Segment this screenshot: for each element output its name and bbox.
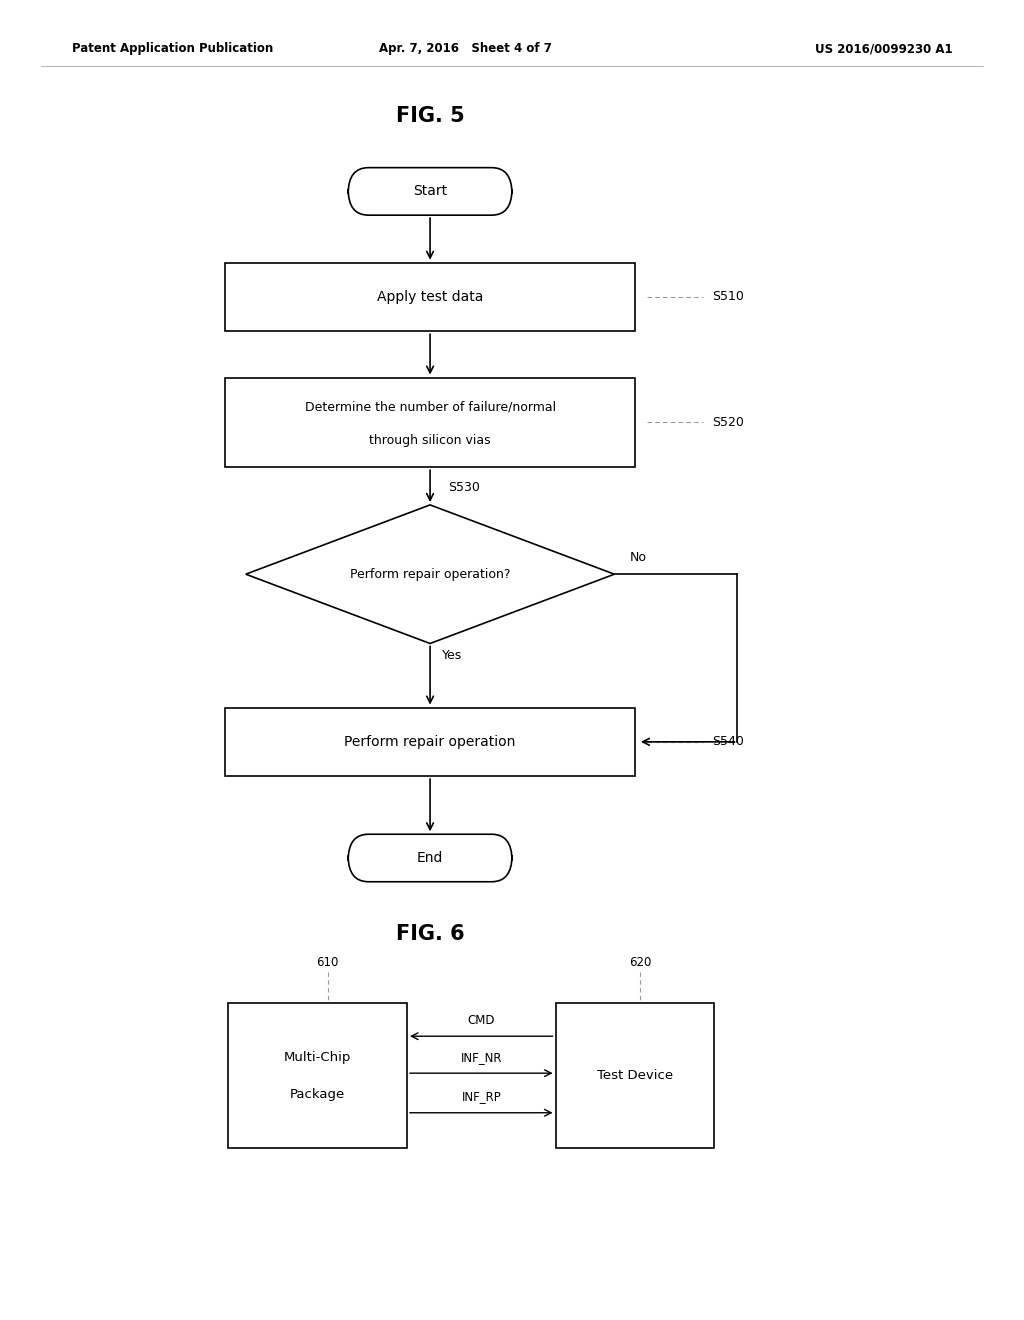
Text: FIG. 6: FIG. 6 xyxy=(395,924,465,944)
Text: INF_NR: INF_NR xyxy=(461,1051,502,1064)
Text: INF_RP: INF_RP xyxy=(462,1090,501,1104)
Text: S530: S530 xyxy=(449,482,480,495)
Text: S540: S540 xyxy=(712,735,743,748)
FancyBboxPatch shape xyxy=(348,168,512,215)
Text: Test Device: Test Device xyxy=(597,1069,673,1082)
Text: Determine the number of failure/normal: Determine the number of failure/normal xyxy=(304,400,556,413)
Text: End: End xyxy=(417,851,443,865)
Text: Apr. 7, 2016   Sheet 4 of 7: Apr. 7, 2016 Sheet 4 of 7 xyxy=(380,42,552,55)
Text: CMD: CMD xyxy=(468,1014,495,1027)
Bar xyxy=(225,708,635,776)
Polygon shape xyxy=(246,506,614,644)
Bar xyxy=(225,263,635,331)
Text: 610: 610 xyxy=(316,956,339,969)
Text: Apply test data: Apply test data xyxy=(377,290,483,304)
Bar xyxy=(227,1003,407,1148)
Text: Start: Start xyxy=(413,185,447,198)
Text: 620: 620 xyxy=(629,956,651,969)
Text: US 2016/0099230 A1: US 2016/0099230 A1 xyxy=(815,42,952,55)
Text: No: No xyxy=(630,550,647,564)
Text: Perform repair operation: Perform repair operation xyxy=(344,735,516,748)
Text: Package: Package xyxy=(290,1088,345,1101)
Text: S520: S520 xyxy=(712,416,743,429)
Text: Perform repair operation?: Perform repair operation? xyxy=(350,568,510,581)
Text: S510: S510 xyxy=(712,290,743,304)
Text: through silicon vias: through silicon vias xyxy=(370,434,490,447)
Text: Yes: Yes xyxy=(442,649,463,661)
Text: Multi-Chip: Multi-Chip xyxy=(284,1051,351,1064)
FancyBboxPatch shape xyxy=(348,834,512,882)
Bar xyxy=(225,378,635,467)
Text: Patent Application Publication: Patent Application Publication xyxy=(72,42,273,55)
Bar xyxy=(555,1003,715,1148)
Text: FIG. 5: FIG. 5 xyxy=(395,106,465,125)
